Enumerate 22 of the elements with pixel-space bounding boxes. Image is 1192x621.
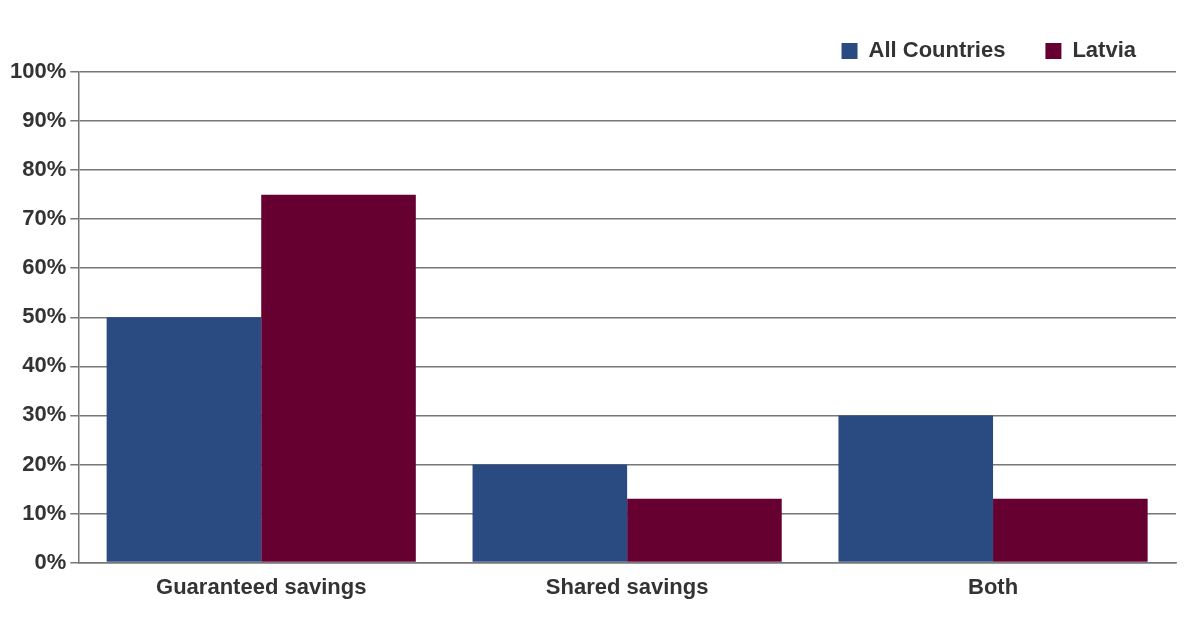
x-tick-label: Shared savings [545,573,709,599]
y-tick-label: 50% [22,303,67,329]
y-tick-label: 10% [22,499,67,525]
bar [106,317,262,562]
bar [627,498,782,562]
legend-label: Latvia [1072,37,1137,63]
x-tick-label: Both [968,573,1019,599]
bar [472,464,628,562]
bar [838,415,994,562]
y-tick-label: 0% [34,548,67,574]
y-tick-label: 70% [22,205,67,231]
y-tick-label: 100% [9,58,67,84]
y-tick-label: 20% [22,450,67,476]
y-tick-label: 90% [22,107,67,133]
bar [261,194,416,562]
y-tick-label: 40% [22,352,67,378]
y-tick-label: 60% [22,254,67,280]
bar [993,498,1148,562]
y-tick-label: 30% [22,401,67,427]
legend-label: All Countries [868,37,1006,63]
x-tick-label: Guaranteed savings [156,573,367,599]
y-tick-label: 80% [22,156,67,182]
